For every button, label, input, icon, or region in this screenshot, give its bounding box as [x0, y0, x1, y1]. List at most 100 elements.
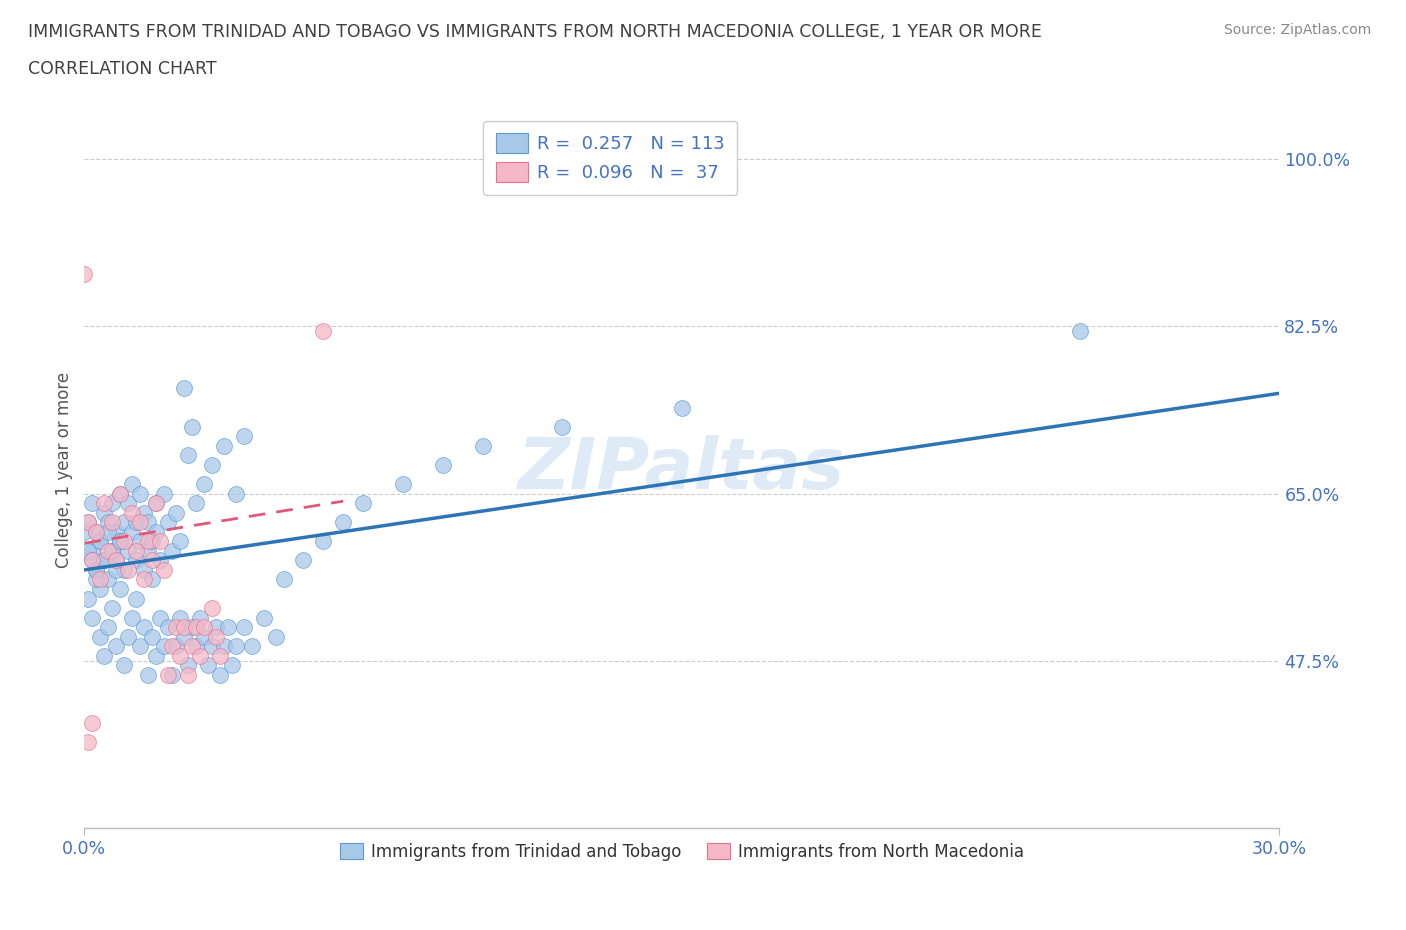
Point	[93, 496, 115, 511]
Point	[121, 525, 143, 539]
Point	[225, 486, 247, 501]
Point	[101, 543, 124, 558]
Point	[136, 534, 159, 549]
Point	[129, 639, 152, 654]
Point	[105, 639, 128, 654]
Point	[145, 496, 167, 511]
Point	[101, 601, 124, 616]
Point	[157, 514, 180, 529]
Point	[125, 543, 148, 558]
Point	[125, 553, 148, 568]
Point	[332, 514, 354, 529]
Point	[173, 630, 195, 644]
Point	[112, 514, 135, 529]
Point	[471, 438, 494, 453]
Point	[132, 619, 156, 634]
Point	[169, 534, 191, 549]
Point	[121, 610, 143, 625]
Point	[136, 514, 159, 529]
Point	[188, 610, 211, 625]
Point	[93, 648, 115, 663]
Point	[97, 525, 120, 539]
Point	[129, 534, 152, 549]
Point	[129, 514, 152, 529]
Point	[205, 619, 228, 634]
Point	[201, 601, 224, 616]
Point	[201, 639, 224, 654]
Point	[112, 563, 135, 578]
Point	[141, 534, 163, 549]
Point	[105, 563, 128, 578]
Text: ZIPaltas: ZIPaltas	[519, 435, 845, 504]
Point	[264, 630, 287, 644]
Point	[86, 525, 108, 539]
Point	[117, 543, 139, 558]
Point	[157, 619, 180, 634]
Point	[129, 486, 152, 501]
Point	[221, 658, 243, 672]
Point	[145, 525, 167, 539]
Point	[110, 534, 132, 549]
Point	[97, 514, 120, 529]
Point	[89, 581, 111, 596]
Point	[82, 610, 104, 625]
Point	[121, 476, 143, 491]
Point	[77, 514, 100, 529]
Point	[165, 505, 187, 520]
Point	[97, 619, 120, 634]
Point	[217, 619, 239, 634]
Point	[193, 630, 215, 644]
Point	[97, 572, 120, 587]
Point	[121, 505, 143, 520]
Point	[153, 563, 176, 578]
Point	[181, 419, 204, 434]
Point	[273, 572, 295, 587]
Point	[181, 619, 204, 634]
Point	[184, 639, 207, 654]
Point	[86, 563, 108, 578]
Point	[193, 619, 215, 634]
Point	[253, 610, 276, 625]
Point	[89, 534, 111, 549]
Point	[112, 534, 135, 549]
Text: IMMIGRANTS FROM TRINIDAD AND TOBAGO VS IMMIGRANTS FROM NORTH MACEDONIA COLLEGE, : IMMIGRANTS FROM TRINIDAD AND TOBAGO VS I…	[28, 23, 1042, 41]
Point	[165, 639, 187, 654]
Point	[184, 619, 207, 634]
Point	[132, 563, 156, 578]
Point	[86, 525, 108, 539]
Point	[110, 581, 132, 596]
Point	[73, 267, 96, 282]
Point	[77, 735, 100, 750]
Point	[671, 400, 693, 415]
Point	[93, 553, 115, 568]
Point	[125, 514, 148, 529]
Point	[240, 639, 263, 654]
Point	[165, 619, 187, 634]
Point	[89, 534, 111, 549]
Point	[312, 534, 335, 549]
Point	[136, 668, 159, 683]
Point	[169, 610, 191, 625]
Point	[145, 496, 167, 511]
Point	[201, 458, 224, 472]
Point	[153, 486, 176, 501]
Point	[101, 496, 124, 511]
Point	[112, 658, 135, 672]
Point	[432, 458, 454, 472]
Point	[93, 505, 115, 520]
Point	[82, 543, 104, 558]
Point	[77, 514, 100, 529]
Point	[141, 630, 163, 644]
Point	[117, 563, 139, 578]
Point	[184, 496, 207, 511]
Point	[105, 525, 128, 539]
Point	[352, 496, 374, 511]
Point	[212, 639, 235, 654]
Point	[392, 476, 415, 491]
Point	[117, 630, 139, 644]
Point	[173, 619, 195, 634]
Point	[1069, 324, 1091, 339]
Point	[225, 639, 247, 654]
Point	[292, 553, 315, 568]
Point	[149, 610, 172, 625]
